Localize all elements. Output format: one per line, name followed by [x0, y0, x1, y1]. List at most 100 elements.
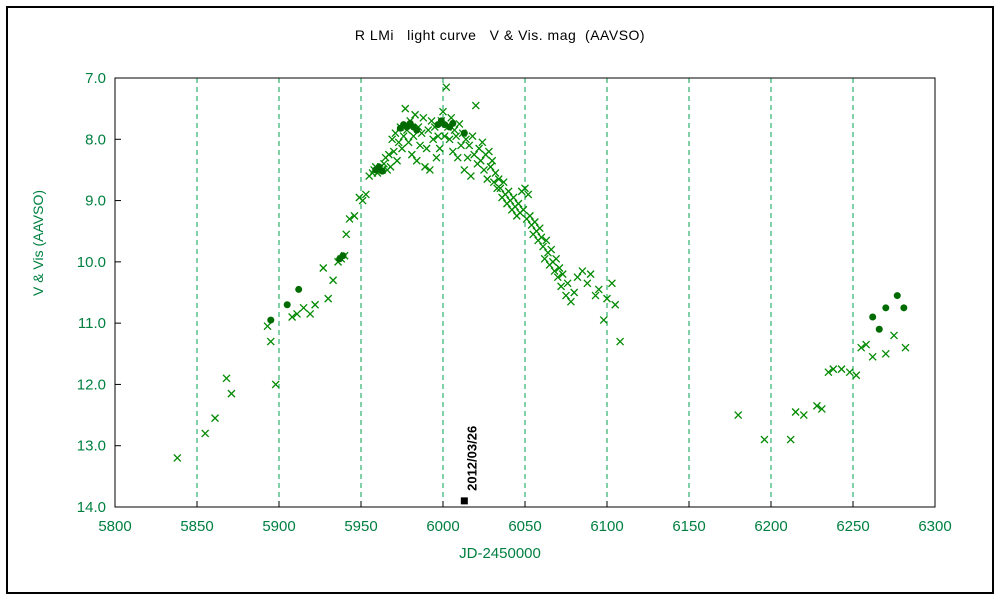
- vis-cross-marker: [429, 135, 438, 144]
- y-tick-label: 12.0: [77, 376, 106, 393]
- vis-cross-marker: [547, 245, 556, 254]
- vis-cross-marker: [386, 162, 395, 171]
- vis-cross-marker: [211, 414, 219, 423]
- vis-cross-marker: [425, 165, 434, 174]
- v-circle-marker: [869, 313, 877, 321]
- vis-cross-marker: [227, 389, 236, 398]
- vis-cross-marker: [496, 184, 505, 193]
- x-tick-label: 5900: [262, 518, 295, 535]
- vis-cross-marker: [504, 187, 513, 196]
- vis-cross-marker: [293, 309, 301, 318]
- y-tick-label: 13.0: [77, 438, 106, 455]
- vis-cross-marker: [445, 135, 454, 144]
- plot-border: [114, 77, 936, 508]
- vis-cross-marker: [519, 205, 528, 214]
- vis-cross-marker: [470, 150, 479, 159]
- vis-cross-marker: [550, 267, 559, 276]
- vis-cross-marker: [435, 144, 444, 153]
- axes-layer: 5800 5850 5900 5950 6000 6050 6100 6150 6200 6250…: [77, 70, 952, 535]
- vis-cross-marker: [475, 144, 484, 153]
- y-tick-label: 9.0: [85, 193, 106, 210]
- x-axis-title: JD-2450000: [459, 545, 541, 562]
- vis-cross-marker: [616, 337, 625, 346]
- vis-cross-marker: [324, 294, 333, 303]
- vis-cross-marker: [432, 153, 441, 162]
- vis-cross-marker: [427, 116, 436, 125]
- vis-cross-marker: [591, 291, 600, 300]
- vis-cross-marker: [862, 340, 871, 349]
- v-circle-marker: [378, 167, 386, 175]
- y-tick-label: 10.0: [77, 254, 106, 271]
- vis-cross-marker: [493, 184, 502, 193]
- vis-cross-marker: [345, 214, 354, 223]
- vis-cross-marker: [530, 218, 539, 226]
- vis-cross-marker: [542, 236, 551, 245]
- v-circle-marker: [267, 316, 275, 324]
- vis-cross-marker: [476, 156, 485, 165]
- vis-cross-marker: [824, 368, 833, 377]
- vis-cross-marker: [388, 135, 397, 144]
- x-tick-label: 6050: [508, 518, 541, 535]
- vis-cross-marker: [422, 144, 431, 153]
- vis-cross-marker: [358, 196, 367, 205]
- vis-cross-marker: [868, 352, 877, 361]
- vis-cross-marker: [439, 107, 447, 116]
- data-points-layer: [173, 83, 910, 462]
- vis-cross-marker: [393, 156, 402, 165]
- vis-cross-marker: [488, 156, 497, 165]
- v-circle-marker: [882, 304, 890, 312]
- vis-cross-marker: [448, 147, 457, 156]
- x-tick-label: 5950: [344, 518, 377, 535]
- vis-cross-marker: [857, 343, 866, 352]
- chart-title: R LMi light curve V & Vis. mag (AAVSO): [354, 27, 646, 43]
- vis-cross-marker: [401, 104, 410, 113]
- vis-cross-marker: [394, 138, 403, 147]
- x-tick-label: 6000: [426, 518, 459, 535]
- vis-cross-marker: [384, 150, 393, 159]
- vis-cross-marker: [389, 147, 398, 156]
- vis-cross-marker: [319, 264, 328, 272]
- vis-cross-marker: [535, 224, 544, 233]
- vis-cross-marker: [483, 175, 492, 184]
- vis-cross-marker: [460, 165, 469, 174]
- vis-cross-marker: [521, 184, 529, 193]
- vis-cross-marker: [829, 365, 838, 374]
- vis-cross-marker: [442, 83, 451, 92]
- x-tick-label: 6300: [918, 518, 951, 535]
- vis-cross-marker: [540, 254, 549, 263]
- vis-cross-marker: [465, 141, 474, 150]
- v-circle-marker: [900, 304, 908, 312]
- vis-cross-marker: [525, 211, 534, 220]
- vis-cross-marker: [786, 435, 795, 444]
- vis-cross-marker: [509, 193, 518, 202]
- vis-cross-marker: [462, 135, 470, 144]
- vis-cross-marker: [399, 132, 408, 141]
- y-tick-label: 7.0: [85, 70, 106, 87]
- vis-cross-marker: [901, 343, 910, 352]
- vis-cross-marker: [734, 411, 743, 420]
- vis-cross-marker: [407, 150, 416, 159]
- vis-cross-marker: [494, 175, 503, 184]
- vis-cross-marker: [607, 279, 616, 288]
- vis-cross-marker: [299, 303, 308, 312]
- vis-cross-marker: [586, 270, 595, 279]
- vis-cross-marker: [881, 349, 890, 358]
- annotation-layer: 2012/03/26: [460, 426, 479, 505]
- vis-cross-marker: [557, 282, 566, 291]
- vis-cross-marker: [311, 300, 320, 309]
- vis-cross-marker: [419, 113, 428, 122]
- vis-cross-marker: [466, 172, 475, 181]
- vis-cross-marker: [812, 401, 821, 410]
- vis-cross-marker: [852, 371, 861, 380]
- vis-cross-marker: [570, 288, 579, 297]
- vis-cross-marker: [409, 132, 418, 141]
- x-tick-label: 5850: [180, 518, 213, 535]
- v-circle-marker: [283, 301, 291, 309]
- vis-cross-marker: [558, 270, 567, 279]
- vis-cross-marker: [452, 132, 461, 141]
- vis-cross-marker: [468, 132, 477, 141]
- vis-cross-marker: [342, 230, 351, 239]
- vis-cross-marker: [594, 285, 603, 294]
- vis-cross-marker: [553, 273, 562, 282]
